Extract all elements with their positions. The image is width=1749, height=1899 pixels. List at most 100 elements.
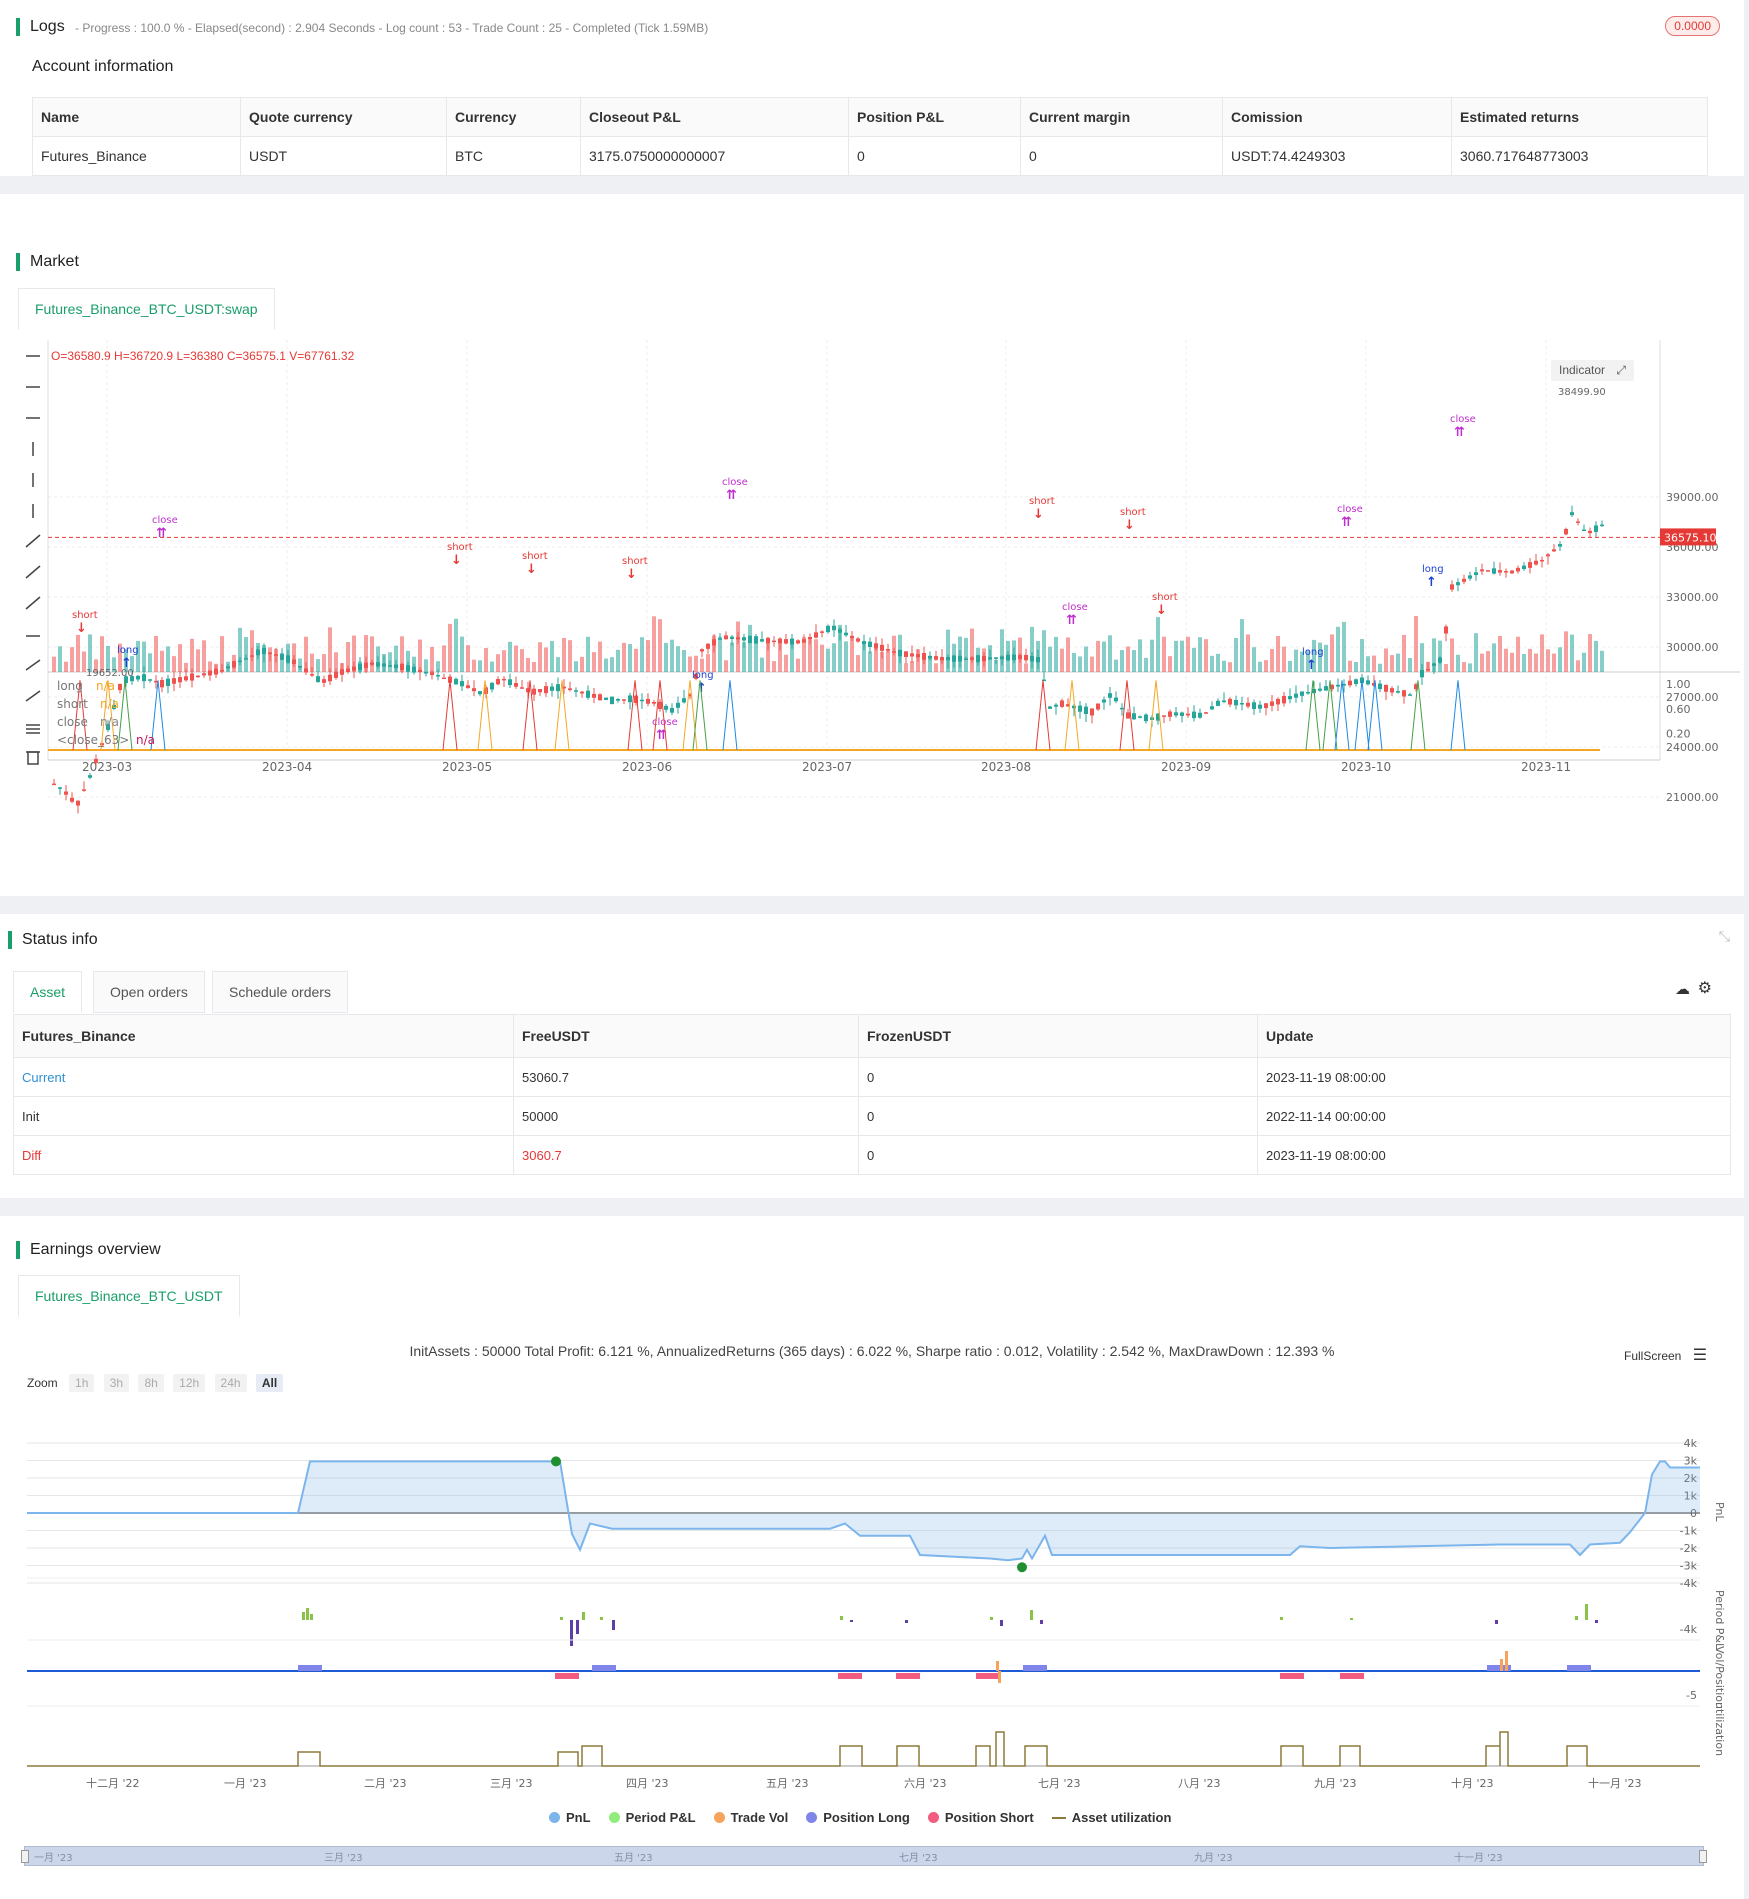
candle-body	[310, 673, 314, 676]
trade-marker-label: short	[1152, 592, 1178, 603]
status-title: Status info	[8, 931, 98, 949]
candle-body	[1210, 706, 1214, 710]
volume-bar	[820, 644, 824, 672]
fullscreen-button[interactable]: FullScreen ☰	[1624, 1345, 1707, 1365]
volume-bar	[298, 658, 302, 672]
volume-bar	[88, 634, 92, 672]
period-bar	[306, 1608, 309, 1620]
zoom-3h[interactable]: 3h	[103, 1374, 130, 1392]
volume-bar	[1210, 655, 1214, 672]
volume-bar	[118, 643, 122, 672]
pnl-tick-label: -4k	[1680, 1577, 1698, 1590]
legend-vol-label: Trade Vol	[730, 1810, 789, 1825]
tab-asset[interactable]: Asset	[13, 971, 83, 1013]
legend-pnl[interactable]: PnL	[549, 1810, 591, 1825]
volume-bar	[748, 624, 752, 672]
candle-body	[1342, 684, 1346, 686]
volume-bar	[1066, 637, 1070, 672]
x-tick-label: 2023-03	[82, 760, 132, 774]
indicator-button[interactable]: Indicator ⤢	[1551, 360, 1634, 381]
candle-body	[1156, 713, 1160, 721]
volume-bar	[1324, 644, 1328, 672]
volume-bar	[412, 656, 416, 672]
volume-bar	[166, 646, 170, 672]
col-currency: Currency	[446, 97, 581, 137]
legend-position-long[interactable]: Position Long	[806, 1810, 910, 1825]
tab-open-orders[interactable]: Open orders	[93, 971, 205, 1013]
candle-body	[760, 639, 764, 642]
legend-pnl-label: PnL	[566, 1810, 591, 1825]
zoom-12h[interactable]: 12h	[173, 1374, 206, 1392]
volume-bar	[358, 661, 362, 672]
candlestick-chart[interactable]: 39000.0036000.0033000.0030000.0027000.00…	[0, 340, 1744, 900]
legend-period-pl[interactable]: Period P&L	[608, 1810, 696, 1825]
navigator[interactable]: 一月 '23 三月 '23 五月 '23 七月 '23 九月 '23 十一月 '23	[21, 1846, 1707, 1866]
volume-bar	[1582, 652, 1586, 672]
volume-bar	[556, 657, 560, 672]
legend-asset-util[interactable]: Asset utilization	[1051, 1810, 1171, 1825]
cell: 3060.717648773003	[1451, 136, 1708, 176]
indicator-spike	[477, 680, 493, 751]
volume-bar	[1138, 639, 1142, 672]
legend-trade-vol[interactable]: Trade Vol	[713, 1810, 789, 1825]
navigator-handle-left[interactable]	[21, 1850, 29, 1863]
volume-bar	[1438, 640, 1442, 672]
navigator-handle-right[interactable]	[1699, 1850, 1707, 1863]
volume-bar	[724, 660, 728, 672]
cell: 2022-11-14 00:00:00	[1257, 1096, 1731, 1136]
volume-bar	[382, 653, 386, 672]
volume-bar	[1378, 663, 1382, 672]
settings-icon[interactable]: ⚙	[1697, 980, 1712, 997]
zoom-8h[interactable]: 8h	[138, 1374, 164, 1392]
volume-bar	[670, 639, 674, 672]
candle-body	[1144, 714, 1148, 722]
tab-market-symbol[interactable]: Futures_Binance_BTC_USDT:swap	[18, 288, 275, 330]
volume-bar	[994, 659, 998, 672]
candle-body	[430, 672, 434, 676]
legend-position-short[interactable]: Position Short	[927, 1810, 1034, 1825]
volume-bar	[1144, 657, 1148, 672]
collapse-icon[interactable]: ⤡	[1718, 928, 1730, 944]
trade-marker-label: long	[117, 645, 139, 656]
candle-body	[148, 679, 152, 681]
volume-bar	[706, 654, 710, 672]
volume-bar	[916, 649, 920, 672]
ind-legend-name: short	[57, 697, 88, 711]
earnings-summary: InitAssets : 50000 Total Profit: 6.121 %…	[409, 1343, 1335, 1359]
volume-bar	[1018, 637, 1022, 672]
candle-body	[1114, 697, 1118, 702]
candle-body	[1540, 559, 1544, 562]
ind-legend-name: close	[57, 715, 88, 729]
volume-bar	[478, 660, 482, 672]
trade-marker-arrow: ↓	[526, 562, 537, 577]
position-bar	[1023, 1665, 1047, 1671]
candle-body	[826, 625, 830, 633]
volume-bar	[64, 661, 68, 672]
tab-earnings-symbol[interactable]: Futures_Binance_BTC_USDT	[18, 1275, 240, 1317]
pnl-tick-label: -3k	[1680, 1560, 1698, 1573]
position-bar	[1280, 1673, 1304, 1679]
drawing-tools-icons[interactable]	[22, 348, 44, 778]
cloud-download-icon[interactable]: ☁	[1675, 981, 1690, 998]
tab-schedule-orders[interactable]: Schedule orders	[212, 971, 348, 1013]
candle-body	[700, 649, 704, 652]
period-bar	[840, 1616, 843, 1620]
zoom-24h[interactable]: 24h	[214, 1374, 247, 1392]
volume-bar	[388, 652, 392, 672]
candle-body	[160, 679, 164, 688]
zoom-1h[interactable]: 1h	[69, 1374, 95, 1392]
candle-body	[202, 673, 206, 676]
period-bar	[570, 1620, 573, 1646]
candle-body	[664, 705, 668, 710]
candle-body	[1588, 530, 1592, 534]
volume-bar	[922, 656, 926, 672]
volume-bar	[1312, 639, 1316, 672]
zoom-all[interactable]: All	[255, 1374, 284, 1392]
candle-body	[334, 672, 338, 678]
candle-body	[1276, 698, 1280, 705]
volume-bar	[1498, 635, 1502, 672]
earnings-chart[interactable]: 4k 3k 2k 1k 0 -1k -2k -3k -4k PnL -4k Period P&L -5 V…	[0, 1404, 1744, 1884]
candle-body	[616, 699, 620, 701]
indicator-spike	[1119, 680, 1135, 751]
volume-bar	[1114, 659, 1118, 672]
